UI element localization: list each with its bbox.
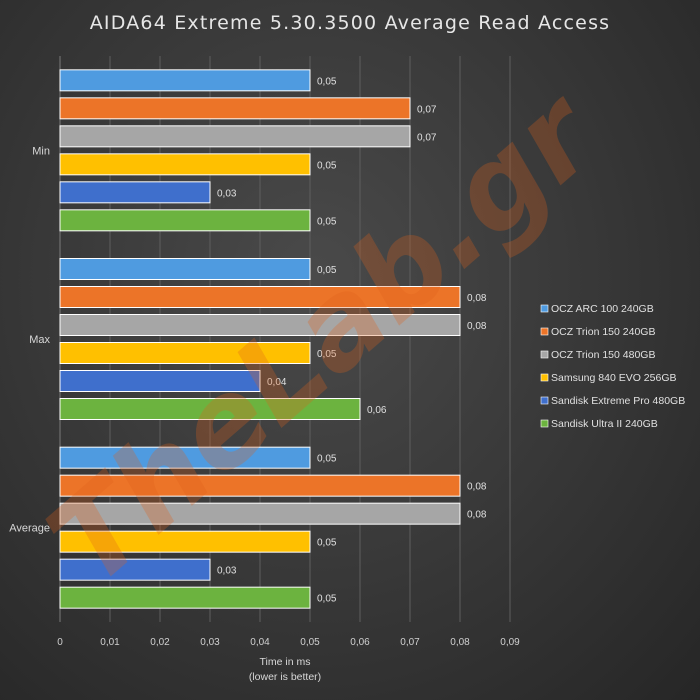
category-labels: Min Max Average — [9, 145, 50, 534]
bar — [59, 398, 361, 420]
x-tick-label: 0 — [57, 637, 63, 648]
data-label: 0,05 — [317, 594, 337, 605]
gridlines — [59, 56, 511, 622]
data-label: 0,05 — [317, 349, 337, 360]
x-tick-label: 0,06 — [350, 637, 370, 648]
data-label: 0,03 — [217, 188, 237, 199]
data-label: 0,08 — [467, 321, 487, 332]
legend-label: Sandisk Ultra II 240GB — [551, 418, 658, 430]
bar — [59, 125, 411, 148]
data-labels: 0,05 0,07 0,07 0,05 0,03 0,05 0,05 0,08 0,08 0,05… — [217, 76, 487, 604]
bar — [59, 209, 311, 232]
bar — [59, 181, 211, 204]
x-tick-label: 0,05 — [300, 637, 320, 648]
x-tick-label: 0,03 — [200, 637, 220, 648]
data-label: 0,05 — [317, 160, 337, 171]
x-tick-label: 0,09 — [500, 637, 520, 648]
x-tick-label: 0,08 — [450, 637, 470, 648]
bar — [59, 69, 311, 92]
legend-swatch — [540, 373, 549, 382]
category-label: Min — [32, 145, 50, 157]
bar — [59, 586, 311, 609]
bar — [59, 153, 311, 176]
bar — [59, 370, 261, 392]
legend-label: OCZ Trion 150 240GB — [551, 326, 655, 338]
data-label: 0,07 — [417, 104, 437, 115]
data-label: 0,04 — [267, 377, 287, 388]
category-label: Average — [9, 523, 50, 535]
x-axis-subtitle: (lower is better) — [249, 671, 321, 683]
bar — [59, 558, 211, 581]
data-label: 0,05 — [317, 216, 337, 227]
x-tick-label: 0,02 — [150, 637, 170, 648]
bar — [59, 97, 411, 120]
legend-swatch — [540, 396, 549, 405]
x-axis-title: Time in ms — [260, 656, 311, 668]
data-label: 0,05 — [317, 454, 337, 465]
bar — [59, 446, 311, 469]
legend-label: OCZ Trion 150 480GB — [551, 349, 655, 361]
x-axis-ticks: 0 0,01 0,02 0,03 0,04 0,05 0,06 0,07 0,08 0,09 — [57, 637, 520, 648]
data-label: 0,07 — [417, 132, 437, 143]
legend-label: OCZ ARC 100 240GB — [551, 303, 654, 315]
bar — [59, 530, 311, 553]
legend-swatch — [540, 327, 549, 336]
data-label: 0,08 — [467, 510, 487, 521]
data-label: 0,08 — [467, 293, 487, 304]
chart-title: AIDA64 Extreme 5.30.3500 Average Read Ac… — [90, 12, 611, 34]
legend: OCZ ARC 100 240GB OCZ Trion 150 240GB OCZ … — [540, 303, 685, 430]
legend-label: Samsung 840 EVO 256GB — [551, 372, 677, 384]
x-tick-label: 0,04 — [250, 637, 270, 648]
data-label: 0,06 — [367, 405, 387, 416]
bar — [59, 502, 461, 525]
bar — [59, 342, 311, 364]
x-tick-label: 0,07 — [400, 637, 420, 648]
bar — [59, 258, 311, 280]
category-label: Max — [29, 334, 50, 346]
x-tick-label: 0,01 — [100, 637, 120, 648]
data-label: 0,05 — [317, 76, 337, 87]
legend-swatch — [540, 350, 549, 359]
legend-label: Sandisk Extreme Pro 480GB — [551, 395, 685, 407]
bars — [59, 69, 461, 609]
bar — [59, 314, 461, 336]
legend-swatch — [540, 304, 549, 313]
data-label: 0,03 — [217, 566, 237, 577]
data-label: 0,05 — [317, 265, 337, 276]
legend-swatch — [540, 419, 549, 428]
bar — [59, 474, 461, 497]
bar — [59, 286, 461, 308]
data-label: 0,05 — [317, 538, 337, 549]
data-label: 0,08 — [467, 482, 487, 493]
